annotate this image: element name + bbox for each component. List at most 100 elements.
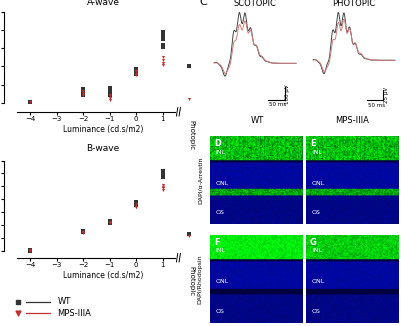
Point <box>226 118 233 123</box>
Point <box>80 86 87 92</box>
Point <box>80 92 87 97</box>
Point <box>27 247 34 253</box>
Text: OS: OS <box>312 309 321 314</box>
Text: 50 ms: 50 ms <box>269 102 286 107</box>
Text: WT: WT <box>58 297 71 306</box>
Text: G: G <box>310 238 317 246</box>
Point <box>27 99 34 104</box>
Text: E: E <box>310 139 316 148</box>
X-axis label: Luminance (cd.s/m2): Luminance (cd.s/m2) <box>63 271 144 280</box>
Point <box>107 89 113 95</box>
Point <box>160 170 166 175</box>
Point <box>80 88 87 94</box>
Point <box>186 232 192 237</box>
Point <box>133 201 140 207</box>
Point <box>80 90 87 95</box>
Text: 50 ms: 50 ms <box>368 103 385 108</box>
Point <box>27 99 34 104</box>
Point <box>80 92 87 97</box>
Point <box>107 97 113 103</box>
Text: 25 μV: 25 μV <box>385 87 389 103</box>
Point <box>133 68 140 74</box>
Point <box>226 222 233 227</box>
Title: PHOTOPIC: PHOTOPIC <box>332 0 376 8</box>
Point <box>160 60 166 65</box>
Point <box>160 175 166 180</box>
Text: DAPI/Rhodopsin: DAPI/Rhodopsin <box>198 254 203 304</box>
Text: WT: WT <box>251 116 264 125</box>
Point <box>160 33 166 38</box>
Point <box>107 86 113 91</box>
Point <box>80 229 87 234</box>
Point <box>133 204 140 209</box>
Text: INL: INL <box>216 150 226 155</box>
Point <box>133 70 140 75</box>
Title: B-wave: B-wave <box>87 144 120 153</box>
Text: INL: INL <box>312 248 322 253</box>
Point <box>160 172 166 177</box>
Point <box>27 248 34 253</box>
Text: ONL: ONL <box>312 181 325 185</box>
Point <box>160 185 166 190</box>
Text: INL: INL <box>216 248 226 253</box>
Title: A-wave: A-wave <box>87 0 119 7</box>
Point <box>27 248 34 254</box>
Text: MPS-IIIA: MPS-IIIA <box>58 309 91 318</box>
Point <box>80 88 87 94</box>
Text: INL: INL <box>312 150 322 155</box>
X-axis label: Luminance (cd.s/m2): Luminance (cd.s/m2) <box>63 125 144 134</box>
Point <box>80 90 87 95</box>
Title: SCOTOPIC: SCOTOPIC <box>234 0 277 8</box>
Text: ONL: ONL <box>312 279 325 284</box>
Point <box>160 37 166 42</box>
Point <box>107 96 113 101</box>
Point <box>107 92 113 97</box>
Point <box>133 67 140 73</box>
Point <box>160 55 166 60</box>
Point <box>107 220 113 225</box>
Point <box>133 69 140 74</box>
Point <box>186 64 192 69</box>
Text: DAPI/α-Arrestin: DAPI/α-Arrestin <box>198 157 203 204</box>
Point <box>160 57 166 63</box>
Text: ONL: ONL <box>216 181 229 185</box>
Point <box>160 32 166 37</box>
Point <box>80 228 87 233</box>
Point <box>160 185 166 190</box>
Text: Photopic: Photopic <box>189 266 195 296</box>
Point <box>186 234 192 239</box>
Point <box>107 92 113 97</box>
Text: 100 μV: 100 μV <box>286 84 290 103</box>
Point <box>133 203 140 208</box>
Point <box>107 219 113 225</box>
Text: C: C <box>199 0 207 7</box>
Point <box>107 218 113 223</box>
Point <box>160 168 166 173</box>
Point <box>80 230 87 235</box>
Point <box>80 230 87 236</box>
Text: D: D <box>214 139 221 148</box>
Point <box>133 71 140 76</box>
Point <box>107 221 113 226</box>
Point <box>133 71 140 76</box>
Text: MPS-IIIA: MPS-IIIA <box>335 116 369 125</box>
Text: F: F <box>214 238 219 246</box>
Point <box>133 200 140 205</box>
Point <box>160 183 166 188</box>
Point <box>186 96 192 102</box>
Text: ONL: ONL <box>216 279 229 284</box>
Point <box>160 42 166 47</box>
Point <box>160 45 166 50</box>
Point <box>27 248 34 253</box>
Point <box>133 205 140 210</box>
Point <box>133 202 140 207</box>
Point <box>133 68 140 74</box>
Point <box>160 62 166 67</box>
Text: OS: OS <box>216 210 225 215</box>
Point <box>133 72 140 77</box>
Text: OS: OS <box>312 210 321 215</box>
Text: OS: OS <box>216 309 225 314</box>
Text: Photopic: Photopic <box>189 120 195 150</box>
Point <box>160 29 166 35</box>
Point <box>160 188 166 193</box>
